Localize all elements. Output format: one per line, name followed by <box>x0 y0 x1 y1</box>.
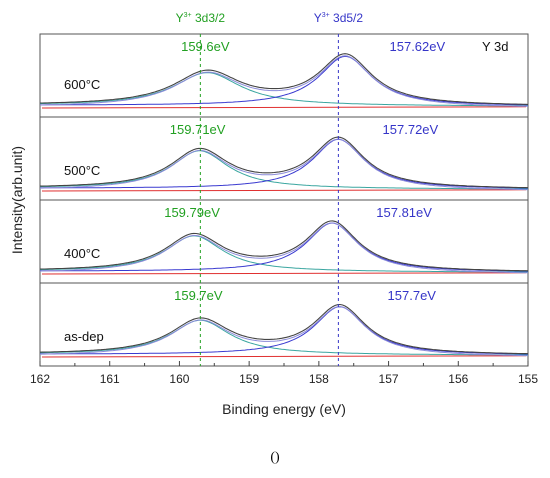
figure-caption: () <box>270 450 280 465</box>
panel-3: 159.79eV 157.81eV 400°C <box>39 199 529 284</box>
peak2-fit-curve <box>40 138 529 189</box>
x-axis-label: Binding energy (eV) <box>222 401 346 417</box>
envelope-curve <box>39 305 529 357</box>
measured-curve <box>39 303 529 355</box>
x-tick-label: 155 <box>518 372 538 386</box>
x-tick-label: 160 <box>169 372 189 386</box>
panel-1: 159.6eV 157.62eV 600°C Y 3d <box>39 33 529 118</box>
x-tick-label: 159 <box>239 372 259 386</box>
panel-name-label: 500°C <box>64 163 100 178</box>
peak1-fit-curve <box>39 150 528 190</box>
envelope-curve <box>40 138 529 191</box>
background-line <box>41 355 527 358</box>
peak1-label: 159.79eV <box>164 205 220 220</box>
panel-4: 159.7eV 157.7eV as-dep <box>39 282 529 367</box>
ref-label-2: Y3+ 3d5/2 <box>314 11 364 25</box>
peak1-fit-curve <box>40 319 528 356</box>
background-line <box>41 106 527 109</box>
peak2-label: 157.7eV <box>388 288 437 303</box>
x-tick-label: 156 <box>448 372 468 386</box>
panels-group: 159.6eV 157.62eV 600°C Y 3d 159.71eV 157.72eV… <box>39 33 529 367</box>
panel-name-label: as-dep <box>64 329 104 344</box>
ref-label-1: Y3+ 3d3/2 <box>176 11 226 25</box>
x-tick-label: 161 <box>100 372 120 386</box>
envelope-curve <box>39 222 529 274</box>
peak1-label: 159.71eV <box>170 122 226 137</box>
x-axis-group: 162 161 160 159 158 157 156 155 <box>30 361 538 386</box>
peak2-fit-curve <box>40 306 528 355</box>
x-tick-label: 162 <box>30 372 50 386</box>
measured-curve <box>40 136 529 189</box>
peak1-label: 159.6eV <box>181 39 230 54</box>
measured-curve <box>40 53 529 105</box>
peak2-label: 157.72eV <box>383 122 439 137</box>
background-line <box>41 272 527 275</box>
corner-label: Y 3d <box>482 39 509 54</box>
panel-name-label: 600°C <box>64 77 100 92</box>
background-line <box>41 189 527 192</box>
panel-name-label: 400°C <box>64 246 100 261</box>
peak2-label: 157.81eV <box>376 205 432 220</box>
x-tick-label: 158 <box>309 372 329 386</box>
peak2-fit-curve <box>40 222 529 272</box>
panel-2: 159.71eV 157.72eV 500°C <box>39 116 529 201</box>
peak2-label: 157.62eV <box>390 39 446 54</box>
peak1-label: 159.7eV <box>174 288 223 303</box>
peak1-fit-curve <box>39 235 528 273</box>
reference-lines-group: Y3+ 3d3/2 Y3+ 3d5/2 <box>176 11 364 366</box>
peak2-fit-curve <box>40 55 528 106</box>
peak1-fit-curve <box>39 72 528 107</box>
envelope-curve <box>40 55 529 107</box>
measured-curve <box>39 220 529 272</box>
x-tick-label: 157 <box>379 372 399 386</box>
y-axis-label: Intensity(arb.unit) <box>9 146 25 254</box>
